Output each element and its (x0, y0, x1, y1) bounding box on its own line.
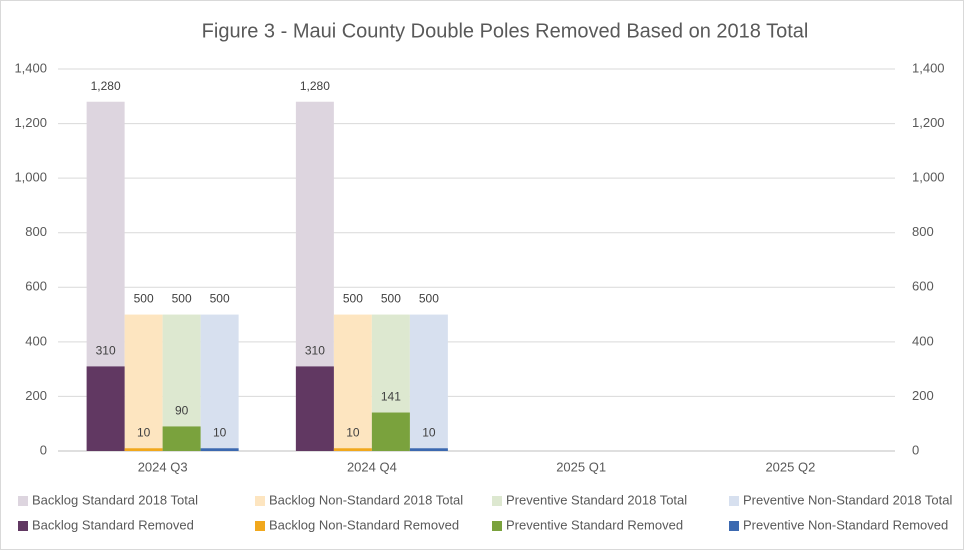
legend-label: Backlog Non-Standard Removed (269, 517, 459, 532)
bar (200, 448, 239, 451)
legend-label: Preventive Standard Removed (506, 517, 683, 532)
legend-swatch (18, 521, 28, 531)
legend-label: Preventive Non-Standard 2018 Total (743, 492, 952, 507)
legend-label: Backlog Standard 2018 Total (32, 492, 198, 507)
x-tick-label: 2024 Q4 (347, 459, 397, 474)
bar (200, 314, 239, 451)
bar (86, 366, 125, 451)
bar (162, 426, 201, 451)
data-label: 10 (137, 425, 151, 439)
legend-swatch (255, 496, 265, 506)
bar (333, 314, 372, 451)
data-label: 10 (346, 425, 360, 439)
y-tick-label: 1,000 (14, 170, 47, 185)
data-label: 141 (381, 390, 401, 404)
legend-label: Preventive Non-Standard Removed (743, 517, 948, 532)
legend-swatch (255, 521, 265, 531)
data-label: 500 (210, 292, 230, 306)
data-label: 10 (422, 425, 436, 439)
y2-tick-label: 800 (912, 224, 934, 239)
legend-label: Preventive Standard 2018 Total (506, 492, 687, 507)
y-tick-label: 200 (25, 388, 47, 403)
y-tick-label: 800 (25, 224, 47, 239)
y2-tick-label: 400 (912, 333, 934, 348)
data-label: 500 (343, 292, 363, 306)
legend-label: Backlog Standard Removed (32, 517, 194, 532)
data-label: 310 (305, 344, 325, 358)
legend-swatch (729, 521, 739, 531)
bar (371, 412, 410, 451)
legend-label: Backlog Non-Standard 2018 Total (269, 492, 463, 507)
bar (409, 448, 448, 451)
y-tick-label: 400 (25, 333, 47, 348)
y-tick-label: 0 (40, 442, 47, 457)
y2-tick-label: 0 (912, 442, 919, 457)
y-tick-label: 600 (25, 279, 47, 294)
bar (124, 448, 163, 451)
legend-swatch (18, 496, 28, 506)
bar (295, 366, 334, 451)
y-tick-label: 1,200 (14, 115, 47, 130)
legend-swatch (492, 496, 502, 506)
data-label: 1,280 (300, 79, 330, 93)
x-tick-label: 2024 Q3 (138, 459, 188, 474)
data-label: 500 (172, 292, 192, 306)
y2-tick-label: 1,400 (912, 60, 945, 75)
legend-swatch (492, 521, 502, 531)
y2-tick-label: 1,200 (912, 115, 945, 130)
data-label: 10 (213, 425, 227, 439)
y2-tick-label: 1,000 (912, 170, 945, 185)
bar (409, 314, 448, 451)
y-tick-label: 1,400 (14, 60, 47, 75)
data-label: 500 (134, 292, 154, 306)
x-tick-label: 2025 Q1 (556, 459, 606, 474)
data-label: 310 (96, 344, 116, 358)
data-label: 1,280 (91, 79, 121, 93)
y2-tick-label: 600 (912, 279, 934, 294)
data-label: 500 (381, 292, 401, 306)
data-label: 500 (419, 292, 439, 306)
data-label: 90 (175, 404, 189, 418)
chart-title: Figure 3 - Maui County Double Poles Remo… (202, 20, 809, 42)
bar (333, 448, 372, 451)
legend-swatch (729, 496, 739, 506)
bar (124, 314, 163, 451)
x-tick-label: 2025 Q2 (765, 459, 815, 474)
y2-tick-label: 200 (912, 388, 934, 403)
